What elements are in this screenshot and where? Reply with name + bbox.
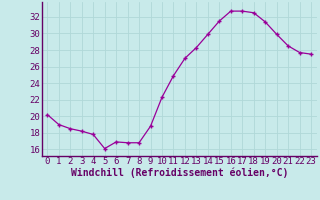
X-axis label: Windchill (Refroidissement éolien,°C): Windchill (Refroidissement éolien,°C) — [70, 168, 288, 178]
